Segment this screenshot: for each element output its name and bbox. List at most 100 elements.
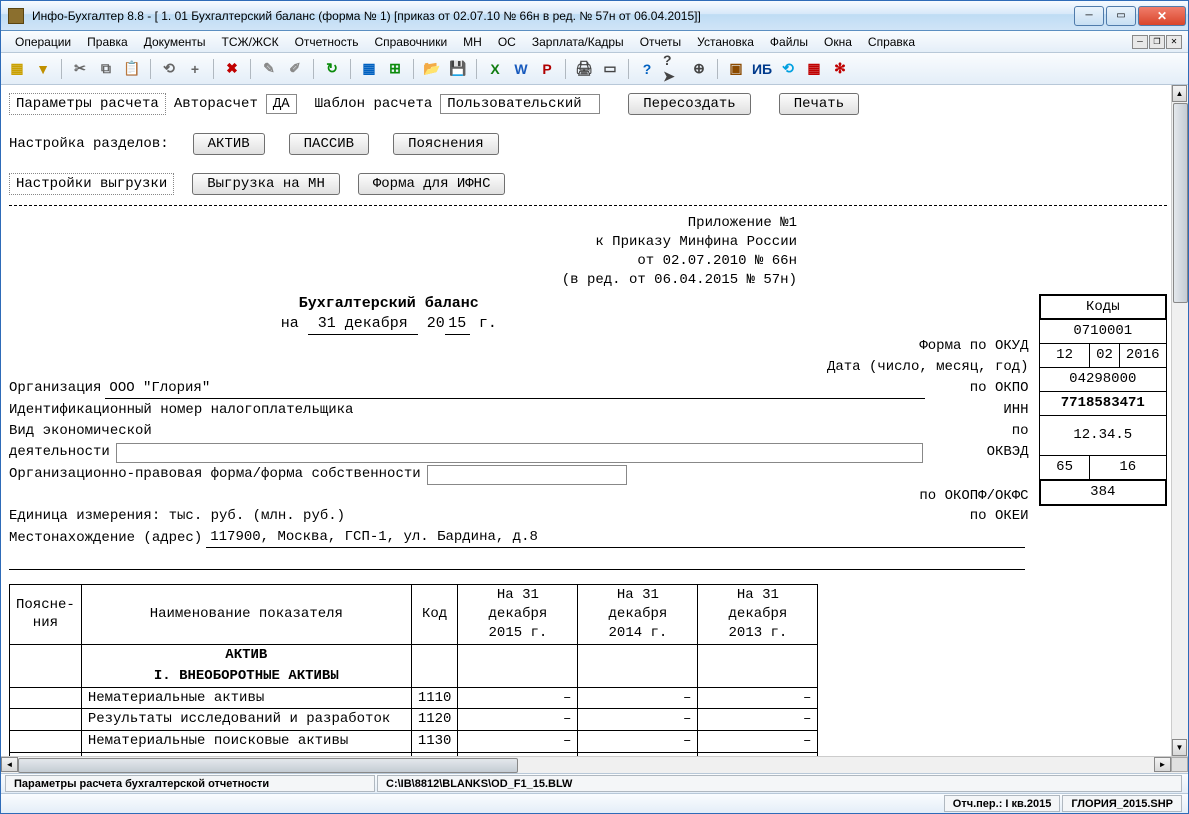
menu-ос[interactable]: ОС (490, 33, 524, 51)
menu-файлы[interactable]: Файлы (762, 33, 816, 51)
menu-окна[interactable]: Окна (816, 33, 860, 51)
menu-правка[interactable]: Правка (79, 33, 136, 51)
reload-icon[interactable]: ↻ (322, 59, 342, 79)
form-header: Бухгалтерский баланс на 31 декабря 2015 … (9, 294, 1167, 573)
toolbar-separator (628, 59, 629, 79)
table-row[interactable]: Нематериальные поисковые активы1130––– (10, 731, 818, 753)
mdi-minimize-button[interactable]: ─ (1132, 35, 1148, 49)
pdf-icon[interactable]: P (537, 59, 557, 79)
params-label[interactable]: Параметры расчета (9, 93, 166, 115)
table-row[interactable]: Результаты исследований и разработок1120… (10, 709, 818, 731)
date-yy[interactable]: 15 (445, 314, 470, 335)
opr-input[interactable] (427, 465, 627, 485)
menu-установка[interactable]: Установка (689, 33, 762, 51)
mdi-close-button[interactable]: ✕ (1166, 35, 1182, 49)
aktiv-button[interactable]: АКТИВ (193, 133, 265, 155)
wand-icon[interactable]: ✎ (259, 59, 279, 79)
gear-icon[interactable]: ✻ (830, 59, 850, 79)
header-line-1: Приложение №1 (9, 214, 1167, 233)
scroll-thumb-v[interactable] (1173, 103, 1188, 303)
close-button[interactable]: ✕ (1138, 6, 1186, 26)
cut-icon[interactable]: ✂ (70, 59, 90, 79)
passiv-button[interactable]: ПАССИВ (289, 133, 369, 155)
copy-icon[interactable]: ⧉ (96, 59, 116, 79)
paste-icon[interactable]: 📋 (122, 59, 142, 79)
scroll-up-button[interactable]: ▲ (1172, 85, 1187, 102)
calculator-icon[interactable]: ⊞ (385, 59, 405, 79)
export-settings-label[interactable]: Настройки выгрузки (9, 173, 174, 195)
vertical-scrollbar[interactable]: ▲ ▼ (1171, 85, 1188, 756)
help-icon[interactable]: ? (637, 59, 657, 79)
table-row[interactable]: Нематериальные активы1110––– (10, 687, 818, 709)
table-header-row: Поясне-нияНаименование показателяКодНа 3… (10, 585, 818, 645)
compass-icon[interactable]: ⊕ (689, 59, 709, 79)
remote-icon[interactable]: ⟲ (778, 59, 798, 79)
org-value[interactable]: ООО "Глория" (105, 379, 924, 399)
table-row[interactable]: Материальные поисковые активы1140––– (10, 753, 818, 756)
status-left: Параметры расчета бухгалтерской отчетнос… (5, 775, 375, 792)
menu-мн[interactable]: МН (455, 33, 490, 51)
mdi-buttons: ─ ❐ ✕ (1132, 35, 1182, 49)
calendar-icon[interactable]: ▦ (359, 59, 379, 79)
col-header-0: Поясне-ния (10, 585, 82, 645)
scroll-thumb-h[interactable] (18, 758, 518, 773)
filter-icon[interactable]: ▼ (33, 59, 53, 79)
menu-отчеты[interactable]: Отчеты (632, 33, 689, 51)
idn-label: Идентификационный номер налогоплательщик… (9, 401, 353, 420)
status-period: Отч.пер.: I кв.2015 (944, 795, 1061, 812)
plus-icon[interactable]: + (185, 59, 205, 79)
statusbar-2: Отч.пер.: I кв.2015 ГЛОРИЯ_2015.SHP (1, 793, 1188, 813)
refresh-rate-icon[interactable]: ⟲ (159, 59, 179, 79)
toolbar-separator (250, 59, 251, 79)
menu-отчетность[interactable]: Отчетность (287, 33, 367, 51)
print-button[interactable]: Печать (779, 93, 859, 115)
flag-icon[interactable]: ▦ (804, 59, 824, 79)
delete-icon[interactable]: ✖ (222, 59, 242, 79)
excel-icon[interactable]: X (485, 59, 505, 79)
scroll-right-button[interactable]: ► (1154, 757, 1171, 772)
vid-line-1: Вид экономической по (9, 422, 1029, 441)
doc-title: Бухгалтерский баланс (9, 294, 769, 314)
preview-icon[interactable]: ▭ (600, 59, 620, 79)
save-icon[interactable]: 💾 (448, 59, 468, 79)
date-day[interactable]: 31 декабря (308, 314, 418, 335)
table-icon[interactable]: ▦ (7, 59, 27, 79)
menu-операции[interactable]: Операции (7, 33, 79, 51)
edit-icon[interactable]: ✐ (285, 59, 305, 79)
okpo-cell: 04298000 (1040, 368, 1166, 392)
titlebar[interactable]: Инфо-Бухгалтер 8.8 - [ 1. 01 Бухгалтерск… (1, 1, 1188, 31)
menu-зарплата/кадры[interactable]: Зарплата/Кадры (524, 33, 632, 51)
context-help-icon[interactable]: ?➤ (663, 59, 683, 79)
template-field[interactable]: Пользовательский (440, 94, 600, 114)
menu-справка[interactable]: Справка (860, 33, 923, 51)
header-line-4: (в ред. от 06.04.2015 № 57н) (9, 271, 1167, 290)
export-mn-button[interactable]: Выгрузка на МН (192, 173, 340, 195)
app-icon[interactable]: ▣ (726, 59, 746, 79)
toolbar: ▦ ▼ ✂ ⧉ 📋 ⟲ + ✖ ✎ ✐ ↻ ▦ ⊞ 📂 💾 XWP 🖨 ▭? ?➤ ⊕ ▣ ИБ ⟲ ▦ ✻ (1, 53, 1188, 85)
control-row-3: Настройки выгрузки Выгрузка на МН Форма … (9, 173, 1167, 195)
menu-справочники[interactable]: Справочники (366, 33, 455, 51)
ib10-icon[interactable]: ИБ (752, 59, 772, 79)
menu-документы[interactable]: Документы (136, 33, 214, 51)
date-pre2: 20 (427, 315, 445, 332)
scroll-down-button[interactable]: ▼ (1172, 739, 1187, 756)
open-icon[interactable]: 📂 (422, 59, 442, 79)
explain-button[interactable]: Пояснения (393, 133, 499, 155)
vid-input[interactable] (116, 443, 923, 463)
scroll-left-button[interactable]: ◄ (1, 757, 18, 772)
menu-тсж/жск[interactable]: ТСЖ/ЖСК (214, 33, 287, 51)
horizontal-scrollbar[interactable]: ◄ ► (1, 756, 1188, 773)
mdi-restore-button[interactable]: ❐ (1149, 35, 1165, 49)
content-area: Параметры расчета Авторасчет ДА Шаблон р… (1, 85, 1188, 756)
print-icon[interactable]: 🖨 (574, 59, 594, 79)
word-icon[interactable]: W (511, 59, 531, 79)
rebuild-button[interactable]: Пересоздать (628, 93, 750, 115)
minimize-button[interactable]: ─ (1074, 6, 1104, 26)
date-suf: г. (479, 315, 497, 332)
form-ifns-button[interactable]: Форма для ИФНС (358, 173, 506, 195)
maximize-button[interactable]: ▭ (1106, 6, 1136, 26)
autocalc-field[interactable]: ДА (266, 94, 297, 114)
toolbar-separator (413, 59, 414, 79)
addr-value[interactable]: 117900, Москва, ГСП-1, ул. Бардина, д.8 (206, 528, 1024, 548)
titlebar-text: Инфо-Бухгалтер 8.8 - [ 1. 01 Бухгалтерск… (29, 9, 1074, 23)
